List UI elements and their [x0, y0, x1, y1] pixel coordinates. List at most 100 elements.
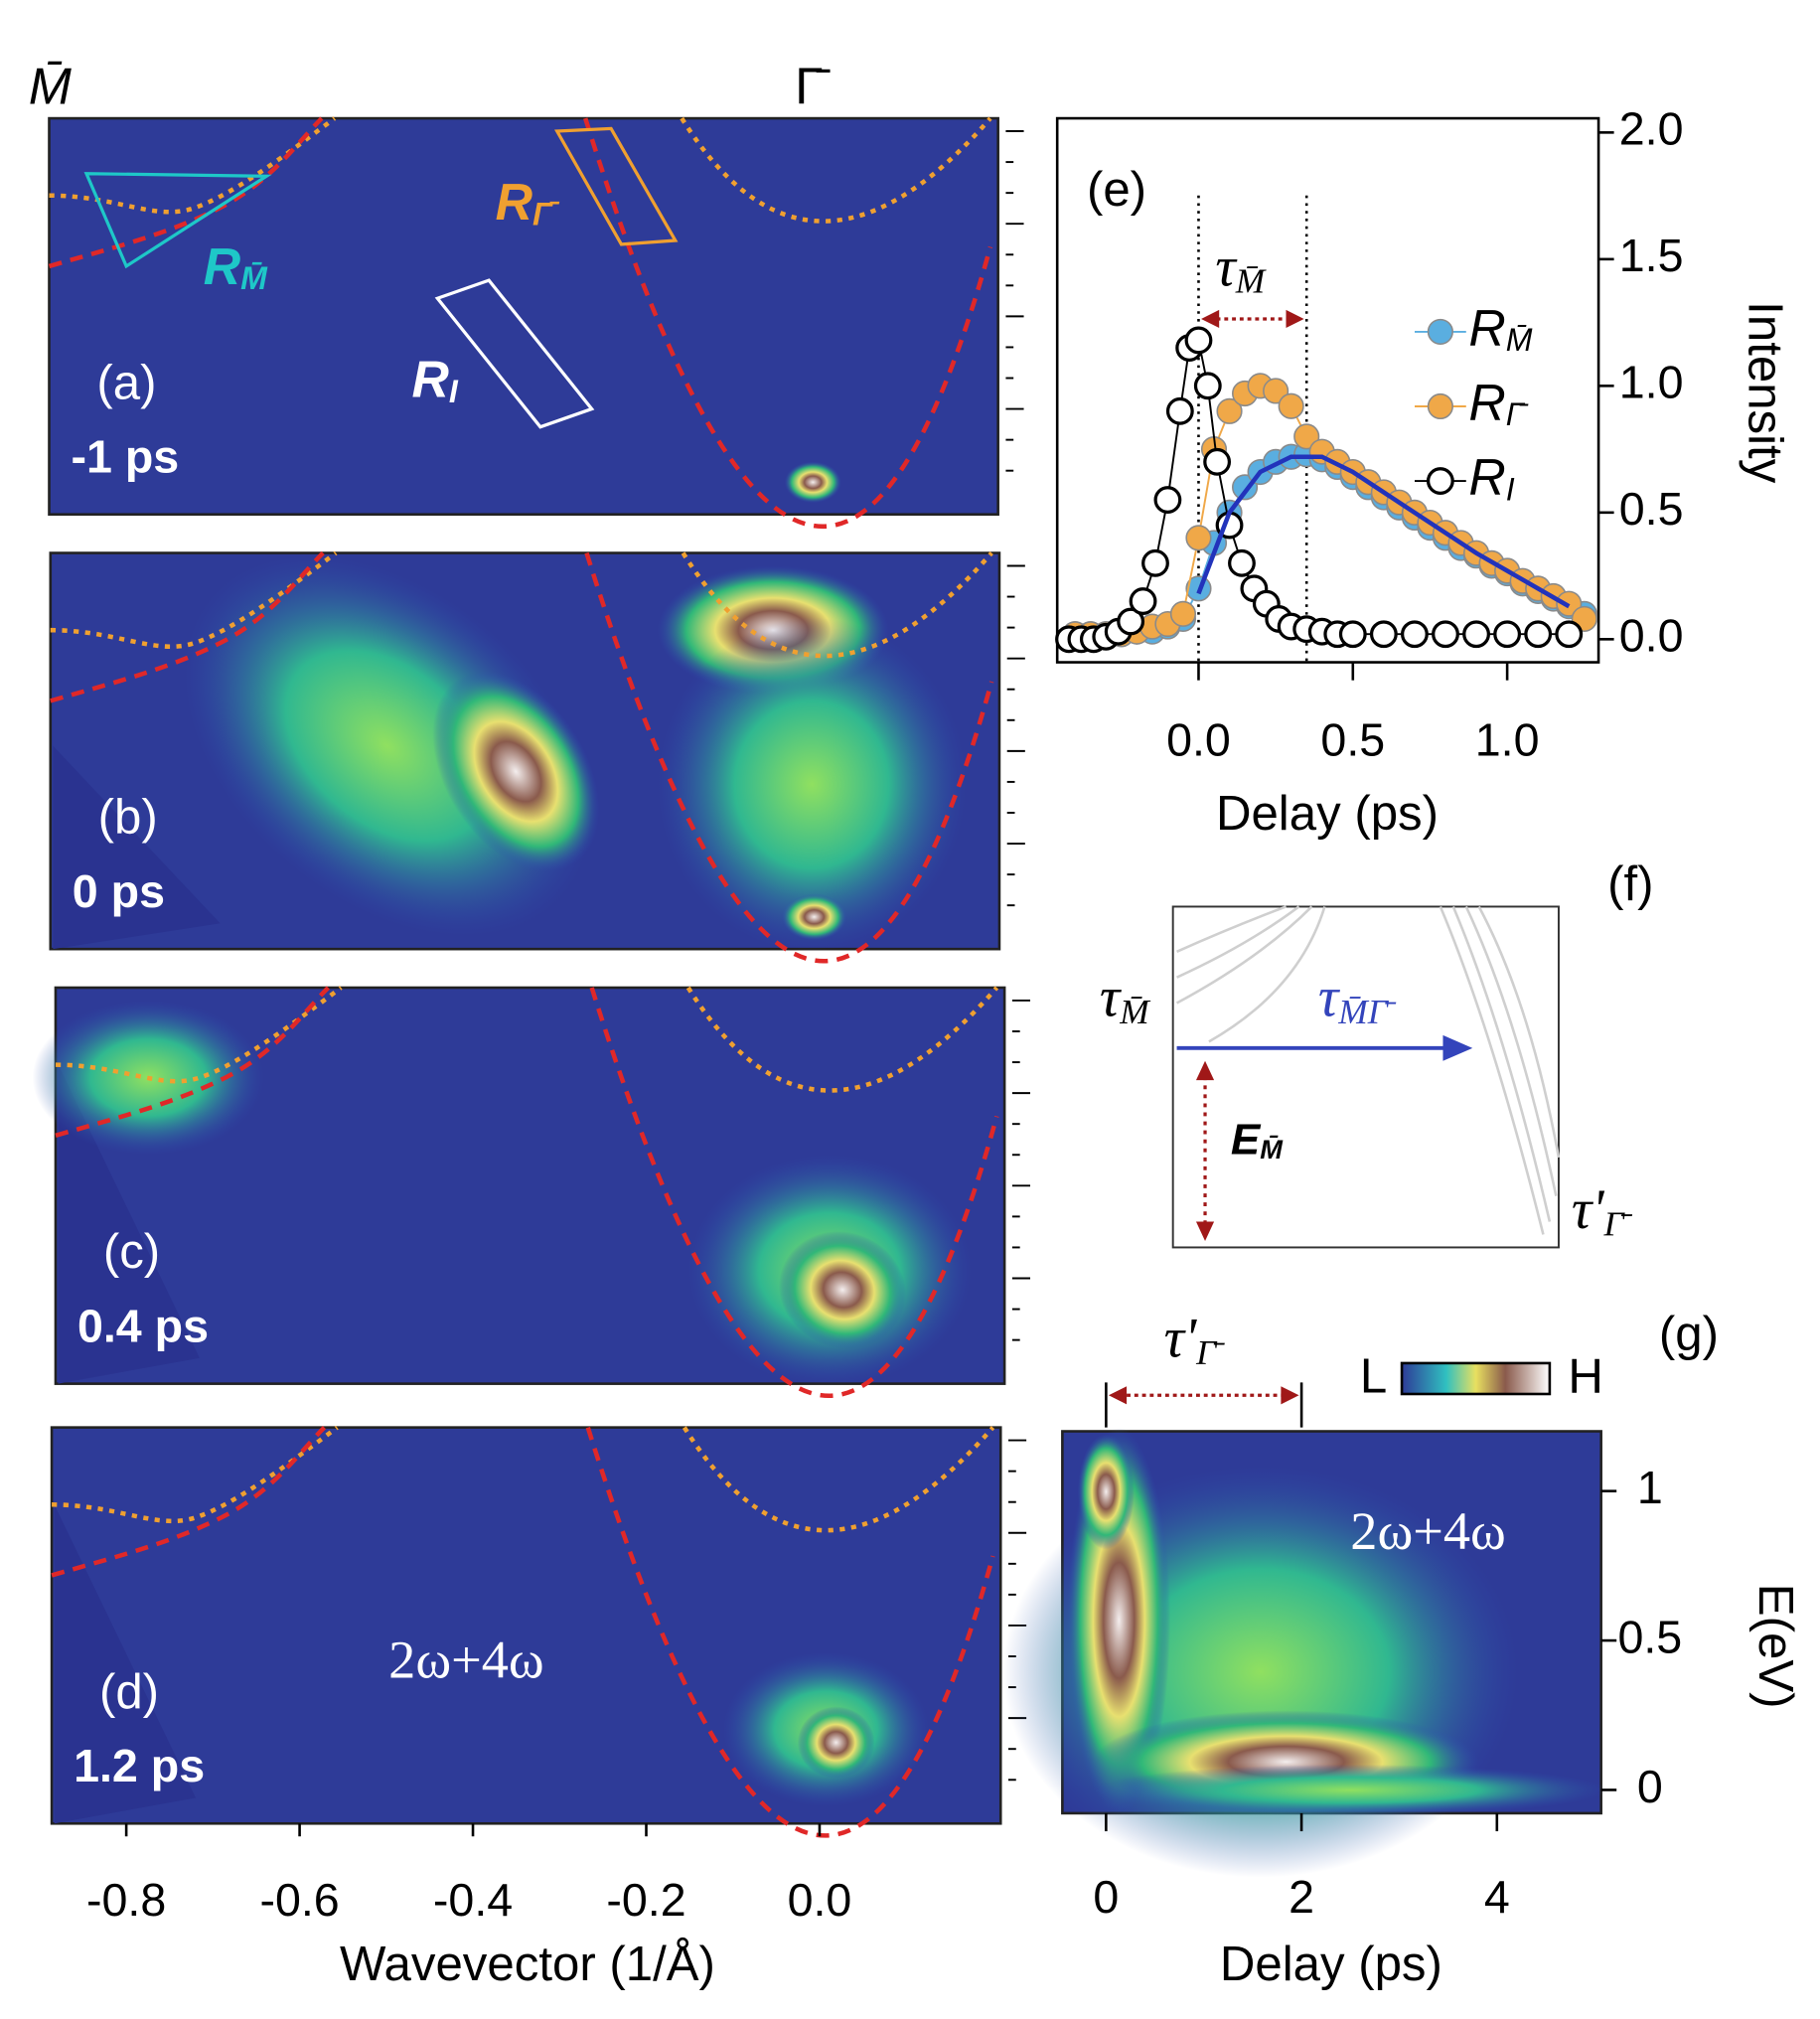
data-point [1555, 620, 1584, 649]
schematic-label: EM̄ [1231, 1115, 1284, 1165]
panel-label: (f) [1607, 856, 1653, 911]
y-tick-label: 2.0 [1619, 103, 1684, 155]
arpes-panel: (b) 0 ps [49, 550, 1025, 964]
y-tick-label: 0 [1637, 1761, 1663, 1812]
data-point [1228, 548, 1256, 577]
data-point [1153, 486, 1182, 515]
panel-frame [48, 116, 999, 517]
legend-label: RΓ̄ [1468, 374, 1529, 433]
annotation: 2ω+4ω [1350, 1501, 1506, 1561]
detector-edge [53, 745, 221, 950]
schematic-label: τM̄ [1100, 967, 1151, 1031]
legend-label: RM̄ [1468, 299, 1532, 359]
x-tick-label: 1.0 [1475, 713, 1540, 765]
y-axis-label: E(eV) [1748, 1584, 1803, 1709]
band-gamma [589, 987, 999, 1398]
colorbar [1400, 1361, 1552, 1396]
panel-e: 0.0 0.5 1.0 1.5 2.0 0.0 0.5 1.0 Delay (ps) Intens… [1055, 103, 1792, 841]
fit-line [1196, 454, 1571, 609]
data-point [1169, 600, 1197, 627]
tau-bracket [1105, 1382, 1303, 1428]
x-tick-label: -0.2 [606, 1874, 685, 1926]
region-label: RΓ̄ [496, 173, 560, 233]
y-tick-label: 1 [1637, 1462, 1663, 1513]
data-point [1117, 607, 1145, 636]
x-tick-label: 0.0 [788, 1874, 852, 1926]
x-tick-label: -0.4 [433, 1874, 513, 1926]
y-tick-label: 0.5 [1617, 1611, 1682, 1662]
tau-arrow-heads [1201, 309, 1304, 329]
legend-marker [1427, 392, 1453, 420]
y-axis-label: Intensity [1738, 301, 1792, 484]
data-point [1432, 620, 1459, 649]
delay-label: 0 ps [73, 865, 165, 917]
intensity-blob [432, 671, 600, 872]
arpes-panel: (d) 1.2 ps 2ω+4ω [50, 1425, 1027, 1838]
data-point [1203, 447, 1232, 476]
intensity-blob [797, 1706, 875, 1779]
band-gamma-upper [682, 1426, 995, 1533]
plot-frame [1055, 116, 1600, 664]
intensity-blob [779, 1231, 907, 1349]
x-tick-label: 0.0 [1166, 713, 1231, 765]
panel-label: (c) [103, 1224, 160, 1279]
annotation: 2ω+4ω [388, 1631, 544, 1690]
data-point [1185, 525, 1212, 551]
panel-g: 0 0.5 1 0 2 4 Delay (ps) E(eV) (g) 2ω+4ω τ'Γ̄ L H [1002, 1307, 1803, 1991]
band-gamma-upper [680, 116, 992, 224]
band-m [55, 986, 330, 1139]
delay-label: -1 ps [71, 431, 179, 483]
band-gamma [585, 1426, 995, 1838]
band-m [50, 550, 325, 703]
band-gamma-upper [685, 986, 999, 1093]
data-point [1278, 392, 1304, 419]
panel-label: (a) [96, 355, 156, 409]
region-label: RI [411, 350, 458, 409]
data-point [1401, 620, 1429, 649]
schematic-label: τ'Γ̄ [1572, 1178, 1633, 1243]
band-curves [1175, 905, 1561, 1235]
schematic-box [1171, 905, 1560, 1249]
intensity-blob [1093, 1764, 1608, 1816]
delay-label: 0.4 ps [77, 1301, 209, 1352]
data-point [1165, 396, 1194, 425]
delay-label: 1.2 ps [74, 1740, 205, 1791]
data-point [1263, 378, 1289, 404]
top-label: Γ̄ [795, 57, 831, 114]
data-point [1338, 620, 1367, 649]
panel-label: (e) [1087, 162, 1146, 217]
x-tick-label: 2 [1289, 1871, 1314, 1923]
data-point [1524, 620, 1553, 649]
panel-label: (b) [98, 790, 158, 845]
band-gamma [583, 117, 993, 529]
colorbar-label: L [1360, 1349, 1387, 1404]
legend-marker [1427, 318, 1453, 345]
tau-label: τ'Γ̄ [1164, 1308, 1226, 1372]
band-gamma [584, 551, 994, 964]
detector-edge [54, 1504, 197, 1824]
data-point [1141, 548, 1169, 577]
panel-label: (d) [99, 1664, 159, 1719]
x-tick-label: 0.5 [1320, 713, 1385, 765]
x-axis-label: Delay (ps) [1220, 1937, 1442, 1991]
region-box [554, 126, 679, 246]
arpes-panel: (c) 0.4 ps [32, 986, 1031, 1398]
region-box [434, 278, 595, 429]
region-label: RM̄ [204, 236, 268, 296]
legend-marker [1426, 467, 1454, 495]
y-tick-label: 0.0 [1619, 610, 1684, 662]
data-point [1129, 587, 1157, 616]
schematic-label: τM̄Γ̄ [1318, 967, 1397, 1031]
arrow-head [1442, 1034, 1473, 1061]
arpes-panels: (a) -1 ps (b) 0 ps (c) 0.4 ps (d) 1.2 ps 2ω+4ω RM… [29, 57, 1031, 1991]
panel-f: (f) τM̄ τM̄Γ̄ EM̄ τ'Γ̄ [1100, 856, 1654, 1249]
legend-label: RI [1468, 448, 1514, 508]
y-tick-label: 1.0 [1619, 357, 1684, 408]
band-gamma-upper [681, 551, 993, 659]
panel-label: (g) [1659, 1307, 1719, 1361]
data-point [1216, 397, 1243, 424]
data-point [1193, 372, 1222, 400]
data-point [1493, 620, 1522, 649]
